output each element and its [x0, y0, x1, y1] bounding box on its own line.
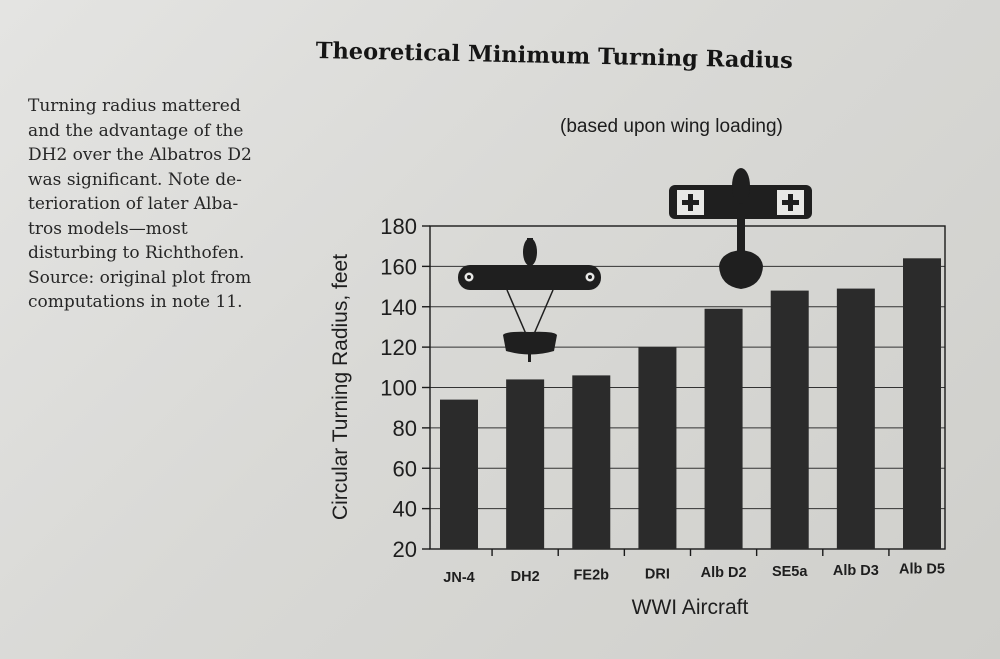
x-axis-ticks: JN-4 DH2 FE2b DRI Alb D2 SE5a Alb D3 Alb D5 [443, 549, 945, 586]
x-axis-label: WWI Aircraft [632, 596, 749, 619]
bar-alb-d2 [704, 308, 743, 549]
caption-line: was significant. Note de- [28, 169, 242, 190]
x-tick-label: DH2 [511, 569, 540, 585]
y-tick-label: 60 [393, 456, 417, 481]
y-tick-label: 40 [393, 497, 417, 522]
x-tick-label: Alb D5 [899, 562, 945, 578]
bar-dh2 [506, 379, 545, 549]
y-axis-label: Circular Turning Radius, feet [329, 254, 352, 520]
y-tick-label: 80 [393, 416, 417, 441]
caption-line: computations in note 11. [28, 292, 243, 312]
caption-line: and the advantage of the [28, 120, 244, 141]
bars [440, 258, 941, 549]
bar-dri [638, 347, 677, 549]
bar-alb-d3 [836, 288, 875, 549]
caption-line: disturbing to Richthofen. [28, 243, 245, 263]
y-tick-label: 140 [380, 295, 417, 320]
x-tick-label: DRI [645, 566, 670, 582]
x-tick-label: Alb D3 [833, 563, 879, 579]
bar-fe2b [572, 375, 611, 549]
x-tick-label: SE5a [772, 564, 808, 580]
german-biplane-icon [669, 168, 812, 289]
y-tick-label: 180 [380, 214, 417, 239]
y-tick-label: 120 [380, 335, 417, 360]
y-tick-label: 160 [380, 254, 417, 279]
y-axis-ticks: 20 40 60 80 100 120 140 160 180 [380, 214, 430, 562]
bar-jn-4 [440, 399, 478, 549]
y-tick-label: 20 [393, 537, 417, 562]
y-tick-label: 100 [380, 376, 417, 401]
caption-line: Turning radius mattered [28, 96, 241, 116]
caption-line: Source: original plot from [28, 267, 252, 288]
bar-alb-d5 [903, 258, 941, 549]
bar-se5a [770, 290, 809, 549]
caption-line: tros models—most [28, 218, 188, 239]
figure-caption: Turning radius mattered and the advantag… [28, 94, 290, 315]
x-tick-label: JN-4 [443, 570, 474, 586]
caption-line: DH2 over the Albatros D2 [28, 145, 252, 165]
biplane-icon [458, 238, 601, 362]
caption-line: terioration of later Alba- [28, 194, 239, 214]
chart-subtitle: (based upon wing loading) [560, 116, 783, 137]
x-tick-label: Alb D2 [701, 565, 747, 581]
x-tick-label: FE2b [574, 568, 610, 584]
